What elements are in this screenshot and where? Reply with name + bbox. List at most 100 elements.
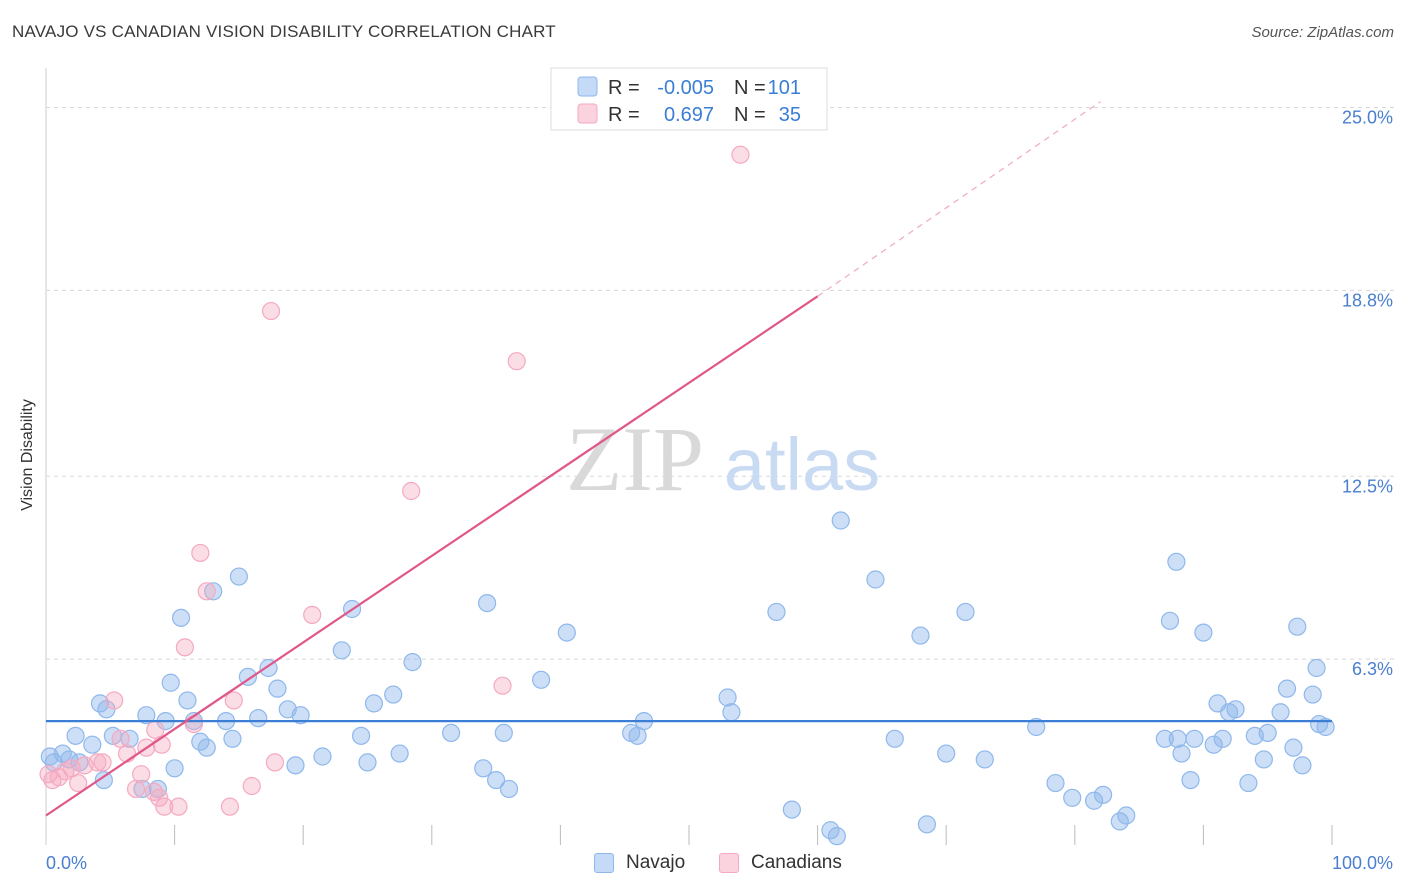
navajo-point <box>133 779 152 799</box>
canadians-point <box>105 691 124 710</box>
navajo-point <box>238 667 258 686</box>
navajo-point <box>557 623 576 642</box>
canadians-point <box>402 481 421 501</box>
y-tick-label: 12.5% <box>1342 476 1393 496</box>
x-tick-label: 0.0% <box>46 853 87 873</box>
navajo-point <box>532 670 551 689</box>
navajo-point <box>351 726 371 745</box>
navajo-point <box>1117 806 1136 825</box>
x-tick-label: 100.0% <box>1332 853 1393 873</box>
navajo-point <box>487 770 506 790</box>
canadians-point <box>150 788 169 807</box>
navajo-point <box>1271 703 1290 722</box>
navajo-point <box>1226 700 1245 719</box>
bottom-legend: Navajo Canadians <box>0 852 1406 878</box>
navajo-point <box>358 753 377 772</box>
canadians-point <box>265 753 285 772</box>
navajo-point <box>291 706 310 725</box>
canadians-trendline <box>45 295 819 817</box>
legend-n-label: N = <box>734 104 766 126</box>
canadians-swatch <box>719 853 739 873</box>
canadians-point <box>224 691 243 710</box>
navajo-point <box>885 729 904 748</box>
navajo-point <box>1284 738 1303 757</box>
navajo-point <box>229 567 248 586</box>
navajo-point <box>313 747 332 766</box>
navajo-point <box>1093 785 1113 804</box>
y-tick-label: 25.0% <box>1342 108 1393 128</box>
watermark-atlas: atlas <box>724 423 880 506</box>
canadians-point <box>191 543 210 563</box>
navajo-point <box>94 770 113 790</box>
canadians-point <box>303 605 322 625</box>
navajo-point <box>66 726 85 745</box>
navajo-point <box>477 593 497 613</box>
navajo-point <box>1155 729 1174 748</box>
legend-label-canadians: Canadians <box>751 852 842 873</box>
navajo-point <box>1167 552 1186 571</box>
trendlines <box>45 101 1332 817</box>
navajo-point <box>1172 744 1191 763</box>
navajo-swatch <box>594 853 614 873</box>
navajo-point <box>831 511 850 530</box>
navajo-point <box>1213 729 1232 748</box>
navajo-point <box>1160 611 1180 630</box>
navajo-point <box>782 800 801 819</box>
navajo-point <box>1254 750 1273 769</box>
navajo-point <box>223 729 242 748</box>
navajo-point <box>1185 729 1204 748</box>
legend-n-value: 35 <box>779 104 801 126</box>
legend-n-value: 101 <box>768 77 801 99</box>
legend-r-label: R = <box>608 77 640 99</box>
source-label: Source: ZipAtlas.com <box>1251 24 1394 41</box>
legend-item-navajo[interactable]: Navajo <box>594 852 685 874</box>
navajo-point <box>1316 717 1335 737</box>
canadians-point <box>731 145 750 164</box>
navajo-point <box>956 602 975 622</box>
navajo-point <box>975 750 994 769</box>
navajo-point <box>474 759 493 778</box>
navajo-point <box>332 641 351 660</box>
navajo-point <box>917 815 937 834</box>
navajo-point <box>1277 679 1297 698</box>
navajo-point <box>1303 685 1322 704</box>
navajo-point <box>1258 723 1277 743</box>
navajo-point <box>1046 773 1065 793</box>
navajo-point <box>1307 658 1326 678</box>
navajo-point <box>390 744 409 763</box>
legend-item-canadians[interactable]: Canadians <box>719 852 842 874</box>
navajo-point <box>1063 788 1082 807</box>
navajo-point <box>494 723 513 743</box>
navajo-point <box>403 652 422 672</box>
navajo-point <box>1293 756 1312 775</box>
navajo-point <box>441 723 461 743</box>
y-tick-label: 6.3% <box>1352 659 1393 679</box>
canadians-point <box>132 765 151 784</box>
navajo-point <box>722 703 741 722</box>
y-tick-labels: 6.3% 12.5% 18.8% 25.0% <box>1342 108 1393 680</box>
canadians-point <box>220 797 239 816</box>
canadians-trendline-extension <box>817 101 1101 297</box>
navajo-point <box>866 570 885 589</box>
grid <box>45 68 1395 845</box>
top-legend: R = -0.005 N = 101 R = 0.697 N = 35 <box>550 67 828 131</box>
canadians-points <box>39 145 750 816</box>
navajo-point <box>499 779 519 799</box>
navajo-point <box>767 602 786 622</box>
canadians-point <box>197 582 216 601</box>
navajo-point <box>171 608 191 627</box>
canadians-point <box>155 797 174 816</box>
canadians-point <box>144 782 164 802</box>
navajo-points <box>40 511 1335 846</box>
navajo-point <box>1027 717 1046 737</box>
legend-r-label: R = <box>608 104 640 126</box>
navajo-point <box>165 759 184 778</box>
navajo-point <box>249 709 268 728</box>
navajo-point <box>1288 617 1307 636</box>
canadians-point <box>261 301 281 321</box>
legend-label-navajo: Navajo <box>626 852 686 873</box>
navajo-point <box>83 735 102 754</box>
canadians-point <box>88 753 107 772</box>
legend-r-value: -0.005 <box>657 77 714 99</box>
